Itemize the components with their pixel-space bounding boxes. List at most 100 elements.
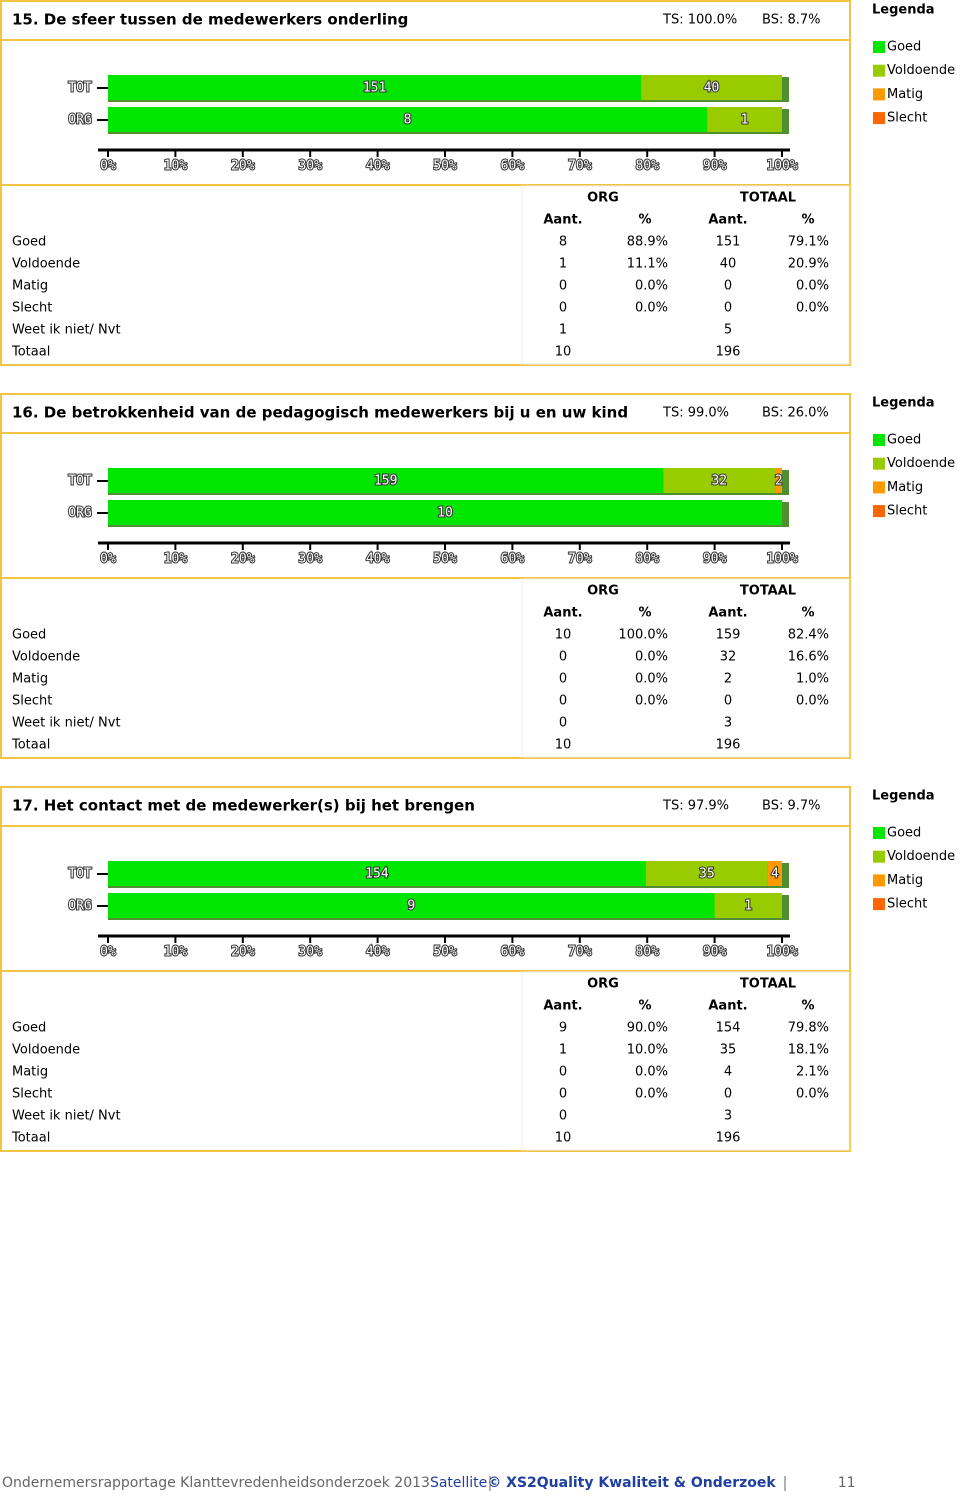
row-label: Slecht bbox=[12, 301, 52, 316]
section-frame bbox=[0, 0, 851, 366]
table-cell: 10 bbox=[555, 1131, 572, 1146]
column-header: Aant. bbox=[708, 999, 747, 1014]
section: 17. Het contact met de medewerker(s) bij… bbox=[0, 786, 955, 1152]
section-frame bbox=[0, 393, 851, 759]
bar-segment bbox=[645, 861, 768, 886]
x-tick-label: 10% bbox=[164, 552, 188, 567]
bs-score: BS: 9.7% bbox=[762, 799, 820, 814]
x-tick-label: 60% bbox=[501, 159, 525, 174]
x-tick-label: 30% bbox=[298, 159, 322, 174]
table-cell: 196 bbox=[716, 345, 741, 360]
row-label: Totaal bbox=[11, 1131, 50, 1146]
table-cell: 100.0% bbox=[618, 628, 668, 643]
row-label: Weet ik niet/ Nvt bbox=[12, 323, 121, 338]
legend-label: Voldoende bbox=[887, 63, 955, 78]
table-cell: 1.0% bbox=[796, 672, 829, 687]
bar-segment bbox=[108, 107, 708, 132]
table-cell: 2 bbox=[724, 672, 732, 687]
table-cell: 79.1% bbox=[788, 235, 829, 250]
category-label: ORG bbox=[68, 899, 92, 914]
group-header: TOTAAL bbox=[740, 584, 796, 599]
x-tick-label: 0% bbox=[100, 159, 116, 174]
legend-label: Slecht bbox=[887, 504, 927, 519]
bar-label: 10 bbox=[437, 506, 453, 521]
column-header: Aant. bbox=[543, 606, 582, 621]
column-header: Aant. bbox=[708, 213, 747, 228]
legend-label: Goed bbox=[887, 433, 921, 448]
table-cell: 16.6% bbox=[788, 650, 829, 665]
bar-label: 2 bbox=[775, 474, 783, 489]
x-tick-label: 50% bbox=[433, 945, 457, 960]
group-header: ORG bbox=[587, 584, 619, 599]
table-cell: 79.8% bbox=[788, 1021, 829, 1036]
table-cell: 10 bbox=[555, 345, 572, 360]
bar-label: 32 bbox=[711, 474, 727, 489]
table-cell: 0.0% bbox=[796, 301, 829, 316]
x-tick-label: 60% bbox=[501, 945, 525, 960]
bar-label: 1 bbox=[744, 899, 752, 914]
table-cell: 0.0% bbox=[635, 301, 668, 316]
category-label: ORG bbox=[68, 506, 92, 521]
x-tick-label: 30% bbox=[298, 552, 322, 567]
column-header: Aant. bbox=[543, 213, 582, 228]
table-cell: 0.0% bbox=[635, 694, 668, 709]
legend-label: Matig bbox=[887, 87, 923, 102]
column-header: % bbox=[801, 999, 814, 1014]
bar-segment bbox=[108, 500, 782, 525]
bar-segment bbox=[663, 468, 776, 493]
x-tick-label: 90% bbox=[703, 159, 727, 174]
x-tick-label: 10% bbox=[164, 159, 188, 174]
row-label: Weet ik niet/ Nvt bbox=[12, 1109, 121, 1124]
table-cell: 32 bbox=[720, 650, 737, 665]
legend-label: Goed bbox=[887, 826, 921, 841]
table-cell: 35 bbox=[720, 1043, 737, 1058]
legend-swatch bbox=[873, 112, 885, 125]
legend-swatch bbox=[873, 874, 885, 887]
category-label: ORG bbox=[68, 113, 92, 128]
table-cell: 1 bbox=[559, 1043, 567, 1058]
table-cell: 0.0% bbox=[635, 672, 668, 687]
bar-segment bbox=[775, 468, 782, 493]
bar-segment bbox=[108, 893, 715, 918]
category-label: TOT bbox=[68, 867, 92, 882]
table-cell: 0 bbox=[559, 279, 567, 294]
column-header: % bbox=[801, 213, 814, 228]
row-label: Voldoende bbox=[12, 650, 80, 665]
ts-score: TS: 99.0% bbox=[662, 406, 729, 421]
table-cell: 0 bbox=[724, 1087, 732, 1102]
row-label: Matig bbox=[12, 1065, 48, 1080]
bar-segment bbox=[641, 75, 782, 100]
x-tick-label: 20% bbox=[231, 159, 255, 174]
legend-swatch bbox=[873, 64, 885, 77]
row-label: Voldoende bbox=[12, 257, 80, 272]
ts-score: TS: 97.9% bbox=[662, 799, 729, 814]
x-tick-label: 50% bbox=[433, 552, 457, 567]
table-cell: 11.1% bbox=[627, 257, 668, 272]
section: 15. De sfeer tussen de medewerkers onder… bbox=[0, 0, 955, 366]
table-cell: 8 bbox=[559, 235, 567, 250]
bs-score: BS: 8.7% bbox=[762, 13, 820, 28]
x-tick-label: 90% bbox=[703, 552, 727, 567]
table-cell: 151 bbox=[716, 235, 741, 250]
group-header: ORG bbox=[587, 191, 619, 206]
bar-label: 154 bbox=[365, 867, 389, 882]
footer-copyright: © XS2Quality Kwaliteit & Onderzoek bbox=[487, 1475, 776, 1491]
table-cell: 10 bbox=[555, 738, 572, 753]
table-cell: 2.1% bbox=[796, 1065, 829, 1080]
x-tick-label: 90% bbox=[703, 945, 727, 960]
table-cell: 18.1% bbox=[788, 1043, 829, 1058]
x-tick-label: 40% bbox=[366, 552, 390, 567]
table-cell: 0.0% bbox=[635, 650, 668, 665]
footer-report: Ondernemersrapportage Klanttevredenheids… bbox=[2, 1475, 430, 1491]
table-cell: 0.0% bbox=[635, 1065, 668, 1080]
x-tick-label: 20% bbox=[231, 945, 255, 960]
table-cell: 0.0% bbox=[796, 694, 829, 709]
legend-label: Slecht bbox=[887, 897, 927, 912]
x-tick-label: 100% bbox=[766, 945, 797, 960]
table-cell: 3 bbox=[724, 716, 732, 731]
row-label: Totaal bbox=[11, 345, 50, 360]
bar-segment bbox=[707, 107, 782, 132]
x-tick-label: 100% bbox=[766, 159, 797, 174]
row-label: Weet ik niet/ Nvt bbox=[12, 716, 121, 731]
